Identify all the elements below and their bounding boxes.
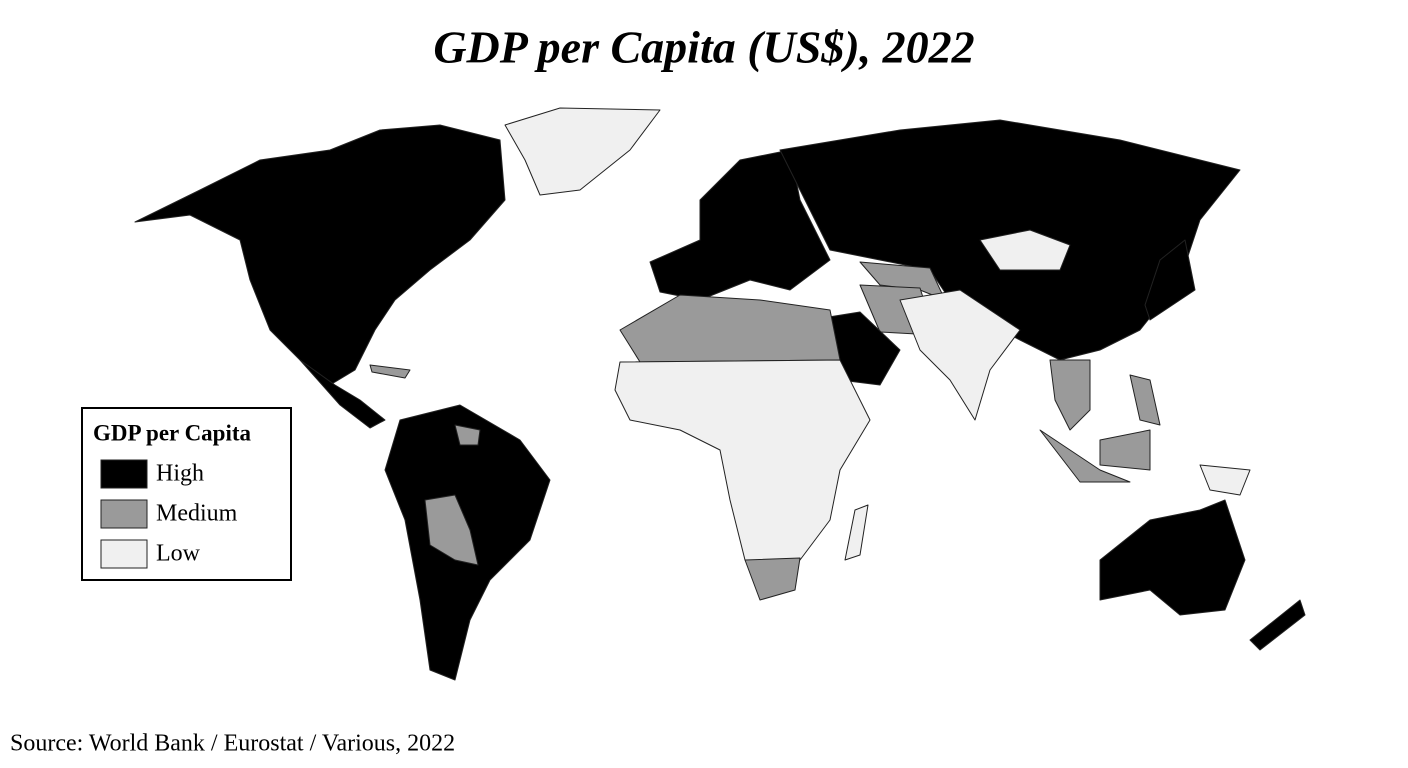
india [899,289,1021,421]
legend-label: Medium [156,501,238,527]
legend-swatch [100,459,148,489]
japan [1144,239,1196,321]
legend-swatch [100,499,148,529]
philippines [1129,374,1161,426]
new-zealand [1249,599,1306,651]
map-title: GDP per Capita (US$), 2022 [433,22,974,73]
greenland [504,107,661,196]
legend-title: GDP per Capita [93,420,252,445]
legend: GDP per Capita High Medium Low [81,407,292,581]
legend-label: High [156,461,204,487]
world-map [134,107,1306,681]
australia [1099,499,1246,616]
madagascar [844,504,869,561]
legend-label: Low [156,541,201,567]
guyana [454,424,481,446]
north-america [134,124,506,386]
legend-items: High Medium Low [100,459,238,569]
legend-swatch [100,539,148,569]
central-america [299,359,386,429]
mongolia [979,229,1071,271]
source-note: Source: World Bank / Eurostat / Various,… [10,731,455,757]
south-africa [744,557,801,601]
caribbean [369,364,411,379]
new-guinea [1199,464,1251,496]
sumatra [1039,429,1131,483]
bolivia [424,494,479,566]
southeast-asia [1049,359,1091,431]
borneo [1099,429,1151,471]
